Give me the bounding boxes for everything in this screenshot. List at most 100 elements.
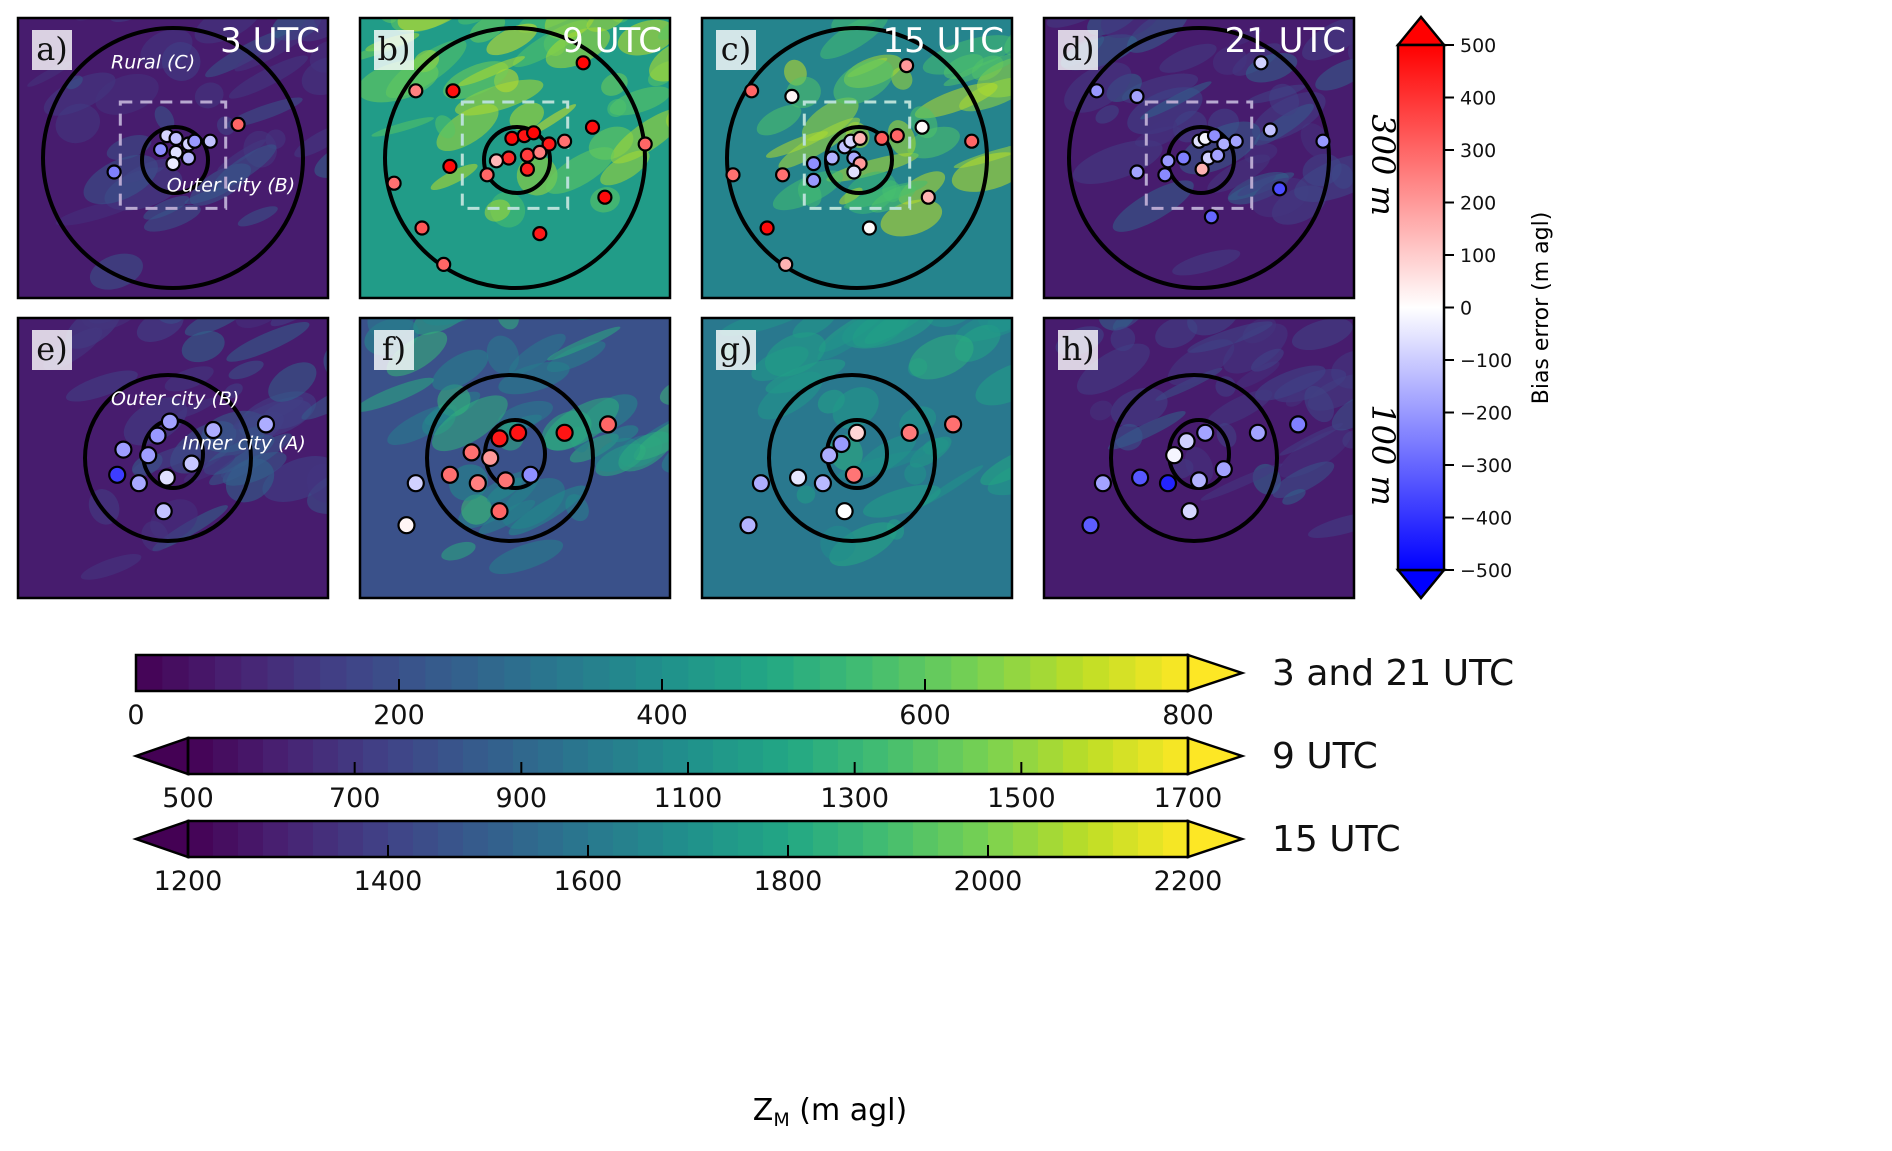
- field-patch: [233, 396, 304, 430]
- panel-frame: [1042, 16, 1356, 300]
- station-marker: [157, 468, 176, 487]
- field-patch: [601, 73, 628, 96]
- field-patch: [649, 40, 670, 82]
- inner-ring: [140, 125, 210, 195]
- field-patch: [1095, 105, 1119, 124]
- field-patch: [756, 105, 802, 136]
- field-patch: [106, 0, 134, 9]
- zm-colorbar-level: [188, 655, 216, 691]
- zm-colorbar-level: [463, 821, 489, 857]
- station-marker: [759, 220, 775, 236]
- station-marker: [182, 454, 201, 473]
- zm-tick-label: 900: [496, 783, 548, 814]
- zm-colorbar-level: [740, 655, 768, 691]
- zm-colorbar-level: [713, 738, 739, 774]
- zm-tick-label: 1200: [154, 866, 223, 897]
- field-patch: [517, 18, 592, 33]
- station-marker: [557, 133, 573, 149]
- zm-colorbar-level: [1113, 738, 1139, 774]
- field-patch: [1200, 463, 1283, 501]
- row-label-300m: 300 m: [1364, 114, 1402, 216]
- panel-letter: c): [721, 30, 751, 68]
- panel-h: h): [1042, 316, 1356, 600]
- panel-letter: e): [36, 330, 67, 368]
- panel-f: f): [358, 316, 672, 600]
- zm-colorbar-level: [188, 821, 214, 857]
- station-marker: [725, 167, 741, 183]
- station-marker: [1175, 150, 1192, 166]
- zm-colorbar-0: 0 200 400 600 800 3 and 21 UTC: [127, 653, 1514, 731]
- zm-colorbar-level: [872, 655, 900, 691]
- station-marker: [532, 226, 548, 242]
- field-patch: [509, 102, 544, 131]
- field-patch: [547, 326, 621, 361]
- zm-colorbar-2: 1200 1400 1600 1800 2000 2200 15 UTC: [132, 819, 1401, 897]
- panel-frame: [700, 16, 1014, 300]
- rural-box-dashed: [802, 100, 912, 210]
- zm-tick-label: 1500: [987, 783, 1056, 814]
- bias-tick-label: −500: [1460, 560, 1512, 582]
- station-marker: [805, 172, 822, 188]
- field-patch: [1159, 43, 1217, 73]
- field-patch: [1274, 368, 1347, 403]
- station-marker: [964, 133, 980, 149]
- field-patch: [1112, 180, 1194, 232]
- zm-colorbar-extend-max: [1186, 736, 1246, 776]
- rural-box-dashed: [118, 100, 228, 210]
- zm-colorbar-level: [451, 655, 479, 691]
- panel-frame: [1042, 316, 1356, 600]
- station-marker: [637, 136, 653, 152]
- field-patch: [432, 349, 489, 391]
- outer-ring: [383, 26, 647, 290]
- zm-tick-label: 200: [373, 700, 425, 731]
- field-patch: [65, 370, 138, 402]
- panel-field: [1044, 318, 1354, 598]
- zm-colorbar-level: [288, 738, 314, 774]
- zm-colorbar-level: [767, 655, 795, 691]
- station-marker: [160, 412, 179, 431]
- zm-colorbar-level: [898, 655, 926, 691]
- field-patch: [1089, 400, 1113, 421]
- zm-colorbar-level: [477, 655, 505, 691]
- field-patch: [1282, 488, 1306, 505]
- zm-colorbar-level: [613, 738, 639, 774]
- station-marker: [1129, 164, 1145, 180]
- zm-colorbar-level: [413, 821, 439, 857]
- zm-colorbar-level: [938, 738, 964, 774]
- zm-colorbar-level: [763, 821, 789, 857]
- time-label: 15 UTC: [883, 21, 1004, 61]
- zm-colorbar-level: [1013, 821, 1039, 857]
- zm-colorbar-level: [188, 738, 214, 774]
- field-patch: [1251, 177, 1309, 218]
- field-patch: [486, 335, 519, 375]
- field-patch: [1076, 343, 1150, 395]
- zm-colorbar-level: [556, 655, 584, 691]
- field-patch: [987, 452, 1012, 496]
- bias-tick-label: 400: [1460, 88, 1496, 110]
- panel-letter-box: [32, 330, 72, 370]
- station-marker: [835, 502, 854, 521]
- station-marker: [914, 119, 930, 135]
- bias-tick-label: −100: [1460, 350, 1512, 372]
- station-marker: [468, 474, 487, 493]
- field-patch: [268, 362, 317, 402]
- zm-colorbar-level: [241, 655, 269, 691]
- zm-colorbar-level: [313, 821, 339, 857]
- bias-colorbar-bar: [1396, 43, 1446, 572]
- field-patch: [607, 98, 627, 117]
- station-marker: [406, 474, 425, 493]
- zm-colorbar-level: [788, 821, 814, 857]
- station-marker: [1081, 516, 1100, 535]
- field-patch: [792, 318, 836, 338]
- field-patch: [832, 387, 879, 429]
- zm-tick-label: 1300: [820, 783, 889, 814]
- field-patch: [141, 521, 169, 552]
- zm-axis-label: ZM (m agl): [753, 1093, 907, 1131]
- field-patch: [1098, 318, 1136, 331]
- zm-colorbar-level: [363, 738, 389, 774]
- zm-colorbar-level: [162, 655, 190, 691]
- zm-colorbar-level: [988, 821, 1014, 857]
- zm-colorbar-level: [1063, 821, 1089, 857]
- field-patch: [228, 55, 308, 99]
- zm-axis-label-sub: M: [773, 1109, 789, 1131]
